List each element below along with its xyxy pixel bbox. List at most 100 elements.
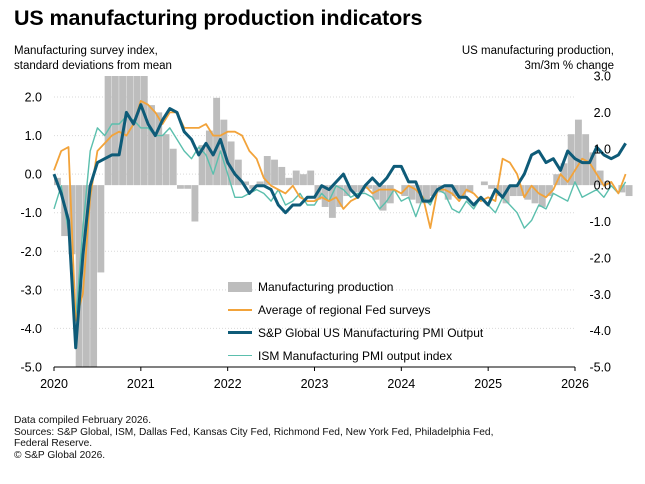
bar-manufacturing-production [213, 97, 221, 186]
bar-manufacturing-production [567, 134, 575, 186]
x-tick-label: 2026 [561, 377, 589, 391]
chart-legend: Manufacturing production Average of regi… [228, 275, 483, 367]
bar-manufacturing-production [574, 119, 582, 186]
bar-manufacturing-production [459, 185, 467, 197]
legend-item-ism-pmi: ISM Manufacturing PMI output index [228, 344, 483, 367]
bar-manufacturing-production [184, 185, 192, 189]
bar-manufacturing-production [82, 185, 90, 367]
legend-item-sp-global-pmi: S&P Global US Manufacturing PMI Output [228, 321, 483, 344]
legend-label: S&P Global US Manufacturing PMI Output [258, 325, 484, 340]
bar-manufacturing-production [140, 76, 148, 186]
y-right-tick-label: -5.0 [589, 361, 611, 375]
bar-manufacturing-production [423, 185, 430, 204]
x-tick-label: 2025 [474, 377, 502, 391]
bar-manufacturing-production [480, 181, 488, 186]
chart-footer: Data compiled February 2026. Sources: S&… [14, 415, 493, 461]
y-right-tick-label: 1.0 [594, 142, 611, 156]
y-right-tick-label: -1.0 [589, 215, 611, 229]
y-left-tick-label: -5.0 [20, 361, 42, 375]
left-axis-title-line1: Manufacturing survey index, [14, 45, 158, 57]
bar-manufacturing-production [408, 185, 416, 200]
bar-manufacturing-production [205, 130, 213, 186]
x-tick-label: 2023 [301, 377, 329, 391]
bar-manufacturing-production [198, 145, 206, 186]
y-right-tick-label: 3.0 [594, 70, 611, 84]
bar-manufacturing-production [336, 185, 344, 207]
bar-manufacturing-production [263, 156, 271, 186]
y-right-tick-label: 0.0 [594, 179, 611, 193]
bar-manufacturing-production [430, 185, 438, 197]
bar-manufacturing-production [162, 134, 170, 186]
chart-canvas: 2020 2021 2022 2023 2024 2025 2026 2.0 1.0 0.0 -1.… [20, 70, 633, 391]
bar-manufacturing-production [111, 76, 119, 186]
bar-manufacturing-production [328, 185, 336, 218]
bar-manufacturing-production [466, 185, 474, 193]
legend-label: Average of regional Fed surveys [258, 302, 431, 317]
y-right-tick-label: -2.0 [589, 251, 611, 265]
bar-manufacturing-production [191, 185, 199, 222]
right-axis-title: US manufacturing production, 3m/3m % cha… [462, 44, 614, 74]
line-sp-global-pmi [52, 103, 627, 350]
legend-swatch-line [228, 308, 252, 311]
bar-manufacturing-production [509, 185, 517, 197]
bar-manufacturing-production [300, 174, 307, 186]
bar-manufacturing-production [155, 112, 163, 186]
x-tick-label: 2020 [40, 377, 68, 391]
bar-manufacturing-production [379, 185, 387, 211]
y-left-tick-label: 1.0 [25, 129, 42, 143]
y-left-tick-label: -1.0 [20, 206, 42, 220]
bar-manufacturing-production [625, 185, 633, 197]
legend-item-manufacturing-production: Manufacturing production [228, 275, 483, 298]
footer-sources: Sources: S&P Global, ISM, Dallas Fed, Ka… [14, 426, 494, 438]
x-tick-label: 2021 [127, 377, 155, 391]
y-left-tick-label: 0.0 [25, 168, 42, 182]
legend-label: Manufacturing production [258, 279, 394, 294]
y-left-tick-label: -3.0 [20, 283, 42, 297]
bar-manufacturing-production [531, 185, 539, 204]
line-fed-surveys [53, 100, 627, 322]
bar-manufacturing-production [227, 141, 235, 186]
bar-manufacturing-production [256, 181, 264, 186]
bar-manufacturing-production [242, 181, 250, 186]
bar-manufacturing-production [350, 185, 358, 193]
x-tick-label: 2022 [214, 377, 242, 391]
bar-manufacturing-production [517, 185, 524, 197]
bar-manufacturing-production [596, 170, 604, 186]
y-right-tick-label: 2.0 [594, 106, 611, 120]
bar-manufacturing-production [148, 105, 155, 186]
bar-manufacturing-production [234, 159, 242, 186]
bar-manufacturing-production [553, 174, 561, 186]
right-axis-title-line1: US manufacturing production, [461, 45, 614, 57]
bar-manufacturing-production [285, 177, 293, 186]
y-left-tick-label: 2.0 [25, 91, 42, 105]
bar-manufacturing-production [365, 185, 373, 189]
bar-manufacturing-production [343, 185, 351, 197]
bar-manufacturing-production [307, 170, 315, 186]
chart-title: US manufacturing production indicators [14, 6, 423, 30]
legend-swatch-bar [228, 281, 252, 292]
legend-label: ISM Manufacturing PMI output index [258, 348, 453, 363]
footer-compiled-note: Data compiled February 2026. [14, 415, 152, 426]
bar-manufacturing-production [177, 185, 184, 189]
y-left-tick-label: -2.0 [20, 245, 42, 259]
bar-manufacturing-production [292, 170, 300, 186]
bar-manufacturing-production [169, 148, 177, 186]
right-axis-title-line2: 3m/3m % change [524, 60, 615, 72]
bar-manufacturing-production [495, 185, 503, 197]
footer-copyright: © S&P Global 2026. [14, 449, 106, 461]
bar-manufacturing-production [357, 185, 365, 193]
bar-manufacturing-production [386, 185, 394, 204]
bar-manufacturing-production [278, 166, 286, 186]
left-axis-title-line2: standard deviations from mean [14, 60, 172, 72]
footer-sources-cont: Federal Reserve. [14, 438, 93, 449]
bar-manufacturing-production [546, 185, 553, 197]
bar-manufacturing-production [488, 185, 496, 189]
y-right-tick-label: -3.0 [589, 288, 611, 302]
x-tick-label: 2024 [387, 377, 415, 391]
bar-manufacturing-production [249, 185, 257, 189]
legend-swatch-line [228, 355, 252, 356]
bar-manufacturing-production [97, 185, 105, 273]
legend-item-fed-surveys: Average of regional Fed surveys [228, 298, 483, 321]
bar-manufacturing-production [560, 163, 568, 186]
bar-manufacturing-production [133, 76, 141, 186]
